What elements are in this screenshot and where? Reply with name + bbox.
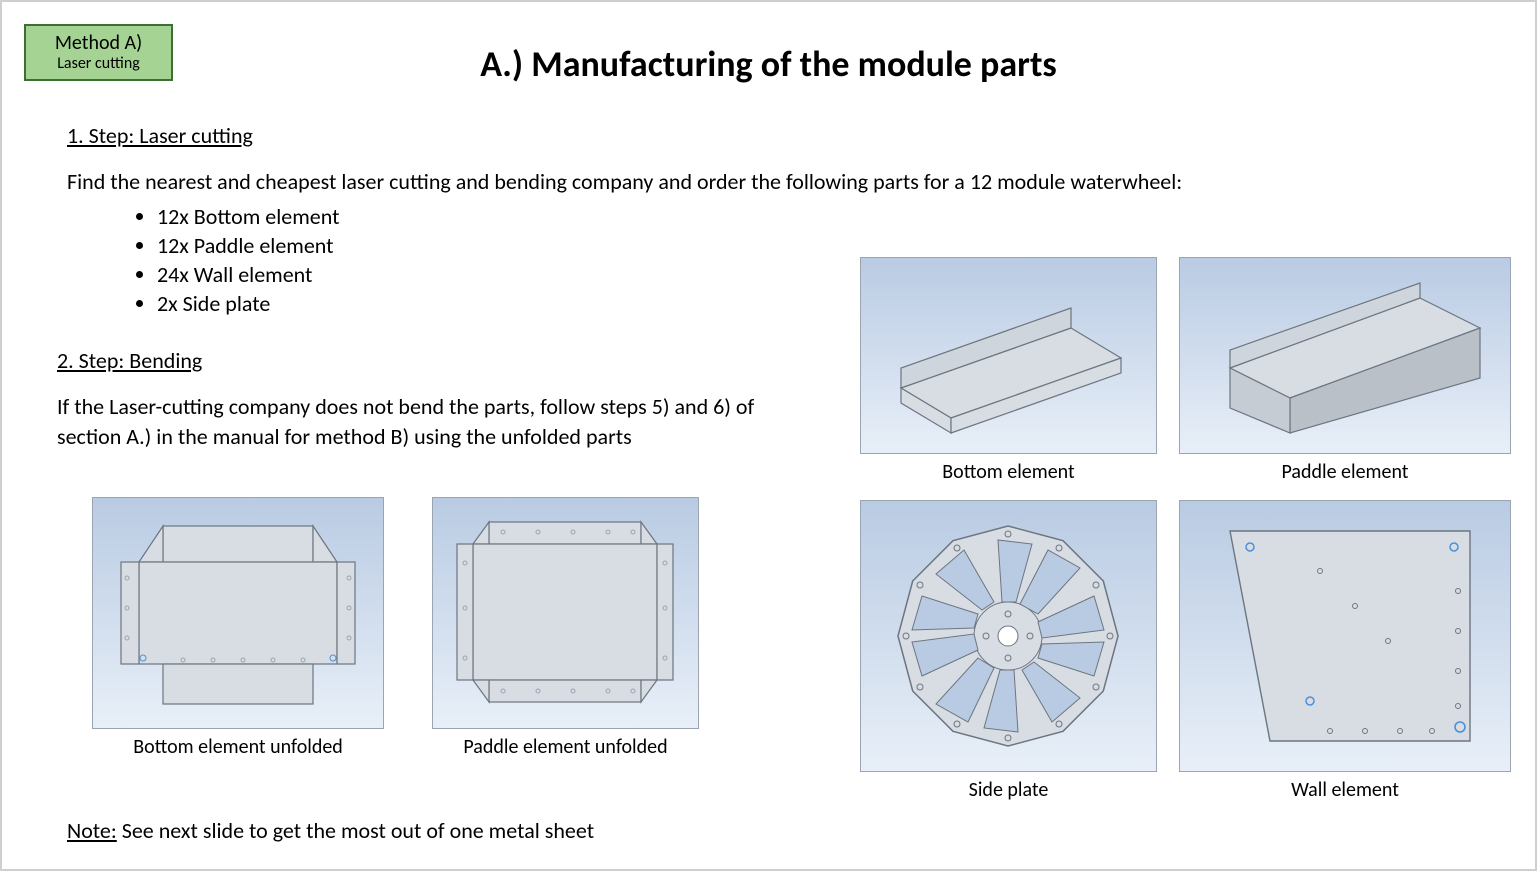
right-figures: Bottom element Paddle element xyxy=(860,257,1510,818)
wall-element-icon xyxy=(1190,511,1500,761)
note-text: See next slide to get the most out of on… xyxy=(117,817,594,844)
fig-bottom: Bottom element xyxy=(860,257,1157,484)
list-item: 12x Bottom element xyxy=(157,203,1505,230)
step1-intro: Find the nearest and cheapest laser cutt… xyxy=(67,167,1505,197)
thumb-wall xyxy=(1179,500,1511,772)
caption: Bottom element unfolded xyxy=(133,735,343,759)
list-item: 12x Paddle element xyxy=(157,232,1505,259)
slide: Method A) Laser cutting A.) Manufacturin… xyxy=(0,0,1537,871)
thumb-paddle-unfolded xyxy=(432,497,699,729)
step1-heading: 1. Step: Laser cutting xyxy=(67,122,1505,149)
left-figures: Bottom element unfolded xyxy=(92,497,699,759)
fig-wall: Wall element xyxy=(1179,500,1511,802)
page-title: A.) Manufacturing of the module parts xyxy=(2,42,1535,86)
thumb-bottom-unfolded xyxy=(92,497,384,729)
note-label: Note: xyxy=(67,817,117,844)
caption: Bottom element xyxy=(942,460,1074,484)
caption: Paddle element unfolded xyxy=(463,735,667,759)
thumb-bottom xyxy=(860,257,1157,454)
thumb-side-plate xyxy=(860,500,1157,772)
side-plate-icon xyxy=(871,511,1146,761)
caption: Side plate xyxy=(969,778,1049,802)
paddle-unfolded-icon xyxy=(443,508,688,718)
fig-side-plate: Side plate xyxy=(860,500,1157,802)
step2-heading: 2. Step: Bending xyxy=(57,347,787,374)
bottom-element-icon xyxy=(871,268,1146,443)
thumb-paddle xyxy=(1179,257,1511,454)
step2-block: 2. Step: Bending If the Laser-cutting co… xyxy=(57,347,787,451)
caption: Wall element xyxy=(1291,778,1399,802)
fig-bottom-unfolded: Bottom element unfolded xyxy=(92,497,384,759)
caption: Paddle element xyxy=(1281,460,1408,484)
step2-para: If the Laser-cutting company does not be… xyxy=(57,392,787,451)
paddle-element-icon xyxy=(1190,268,1500,443)
note: Note: See next slide to get the most out… xyxy=(67,817,594,844)
fig-paddle-unfolded: Paddle element unfolded xyxy=(432,497,699,759)
bottom-unfolded-icon xyxy=(103,508,373,718)
fig-paddle: Paddle element xyxy=(1179,257,1511,484)
